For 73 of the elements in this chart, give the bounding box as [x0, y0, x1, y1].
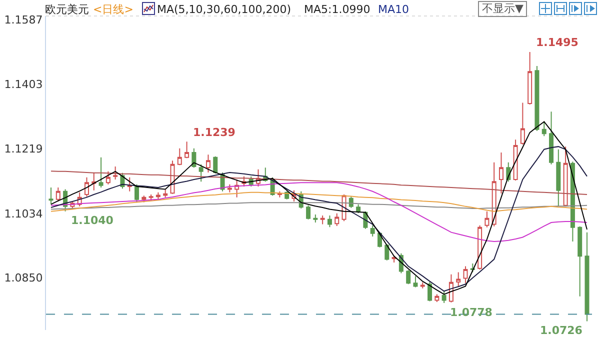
annotation: 1.0726 — [540, 324, 583, 337]
candlestick — [92, 172, 96, 191]
annotation: MA5:1.0990 — [304, 3, 370, 17]
candlestick — [134, 184, 140, 203]
text: 不显示▼ — [478, 1, 528, 17]
candlestick — [56, 187, 60, 202]
annotation: 1.1239 — [193, 126, 236, 139]
candlestick — [434, 294, 440, 302]
candlestick — [456, 272, 461, 287]
candlestick — [106, 170, 110, 185]
candlestick — [478, 224, 482, 270]
candlestick — [442, 290, 446, 304]
candlestick — [227, 184, 232, 193]
candlestick — [198, 164, 204, 182]
y-tick-label: 1.1219 — [4, 142, 43, 156]
candlestick — [578, 226, 582, 297]
candlestick — [448, 274, 454, 303]
line-series — [50, 170, 588, 196]
candlestick — [484, 210, 490, 228]
candlestick — [306, 204, 311, 220]
candlestick — [534, 66, 540, 132]
candlestick — [542, 120, 546, 137]
candlestick — [113, 166, 118, 180]
candlestick — [463, 266, 468, 284]
y-tick-label: 1.1403 — [4, 78, 43, 92]
candlestick — [327, 215, 332, 228]
candlestick — [320, 215, 325, 225]
candlestick — [192, 148, 196, 168]
annotation: 1.0778 — [450, 306, 492, 319]
line-series — [50, 202, 588, 210]
candlestick — [520, 102, 525, 145]
candlestick — [556, 148, 561, 207]
candlestick — [206, 154, 210, 173]
candlestick — [313, 214, 318, 224]
annotation: MA10 — [378, 3, 410, 17]
candlestick — [98, 156, 104, 188]
candlestick — [177, 148, 182, 166]
annotation: 1.1040 — [71, 214, 114, 227]
line-series — [50, 182, 588, 242]
chart-title: 欧元美元 — [45, 3, 89, 17]
candlestick — [213, 156, 218, 174]
candlestick — [513, 139, 518, 182]
candlestick — [384, 244, 390, 261]
candlestick — [428, 282, 432, 302]
line-series — [50, 146, 588, 292]
candlestick — [420, 282, 425, 289]
candlestick — [148, 194, 154, 202]
candlestick — [356, 204, 361, 214]
line-series — [50, 121, 588, 295]
y-tick-label: 1.1034 — [4, 207, 43, 220]
candlestick — [127, 176, 132, 192]
candlestick — [413, 276, 418, 288]
candlestick — [163, 189, 168, 198]
y-tick-label: 1.1587 — [4, 14, 43, 27]
candlestick — [498, 152, 504, 194]
candlestick — [184, 141, 190, 159]
candlestick — [334, 212, 340, 227]
candlestick — [470, 262, 475, 273]
candlestick — [406, 270, 411, 285]
candlestick — [48, 187, 54, 205]
candlestick — [584, 232, 590, 322]
annotation: 1.1495 — [536, 36, 578, 49]
candlestick — [528, 52, 532, 106]
candlestick — [156, 192, 160, 200]
candlestick — [563, 146, 568, 207]
candlestick — [170, 160, 175, 194]
candlestick — [84, 176, 89, 198]
annotation: MA(5,10,30,60,100,200) — [157, 3, 292, 17]
candlestick — [549, 111, 554, 165]
annotation: <日线> — [93, 3, 134, 17]
candlestick — [370, 224, 375, 238]
y-tick-label: 1.0850 — [4, 272, 43, 285]
line-series — [50, 192, 588, 212]
